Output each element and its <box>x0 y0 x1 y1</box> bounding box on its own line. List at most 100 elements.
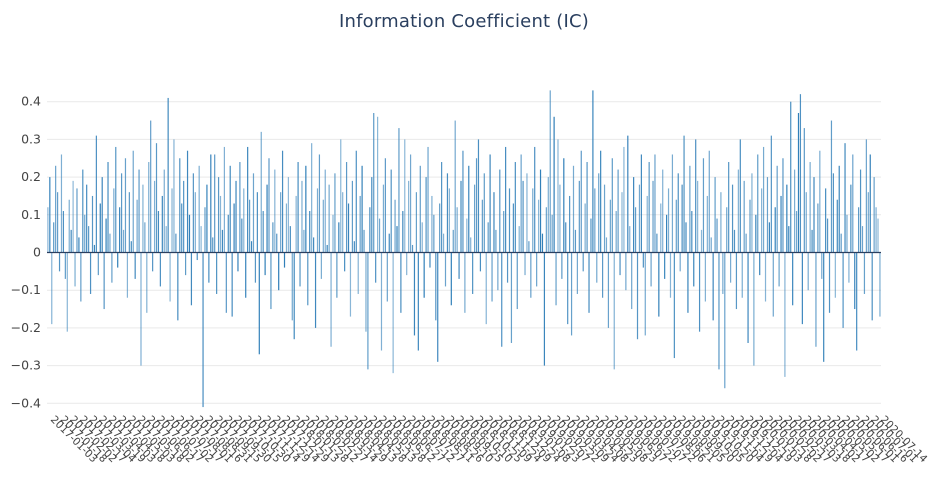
ic-bar[interactable] <box>813 177 815 253</box>
ic-bar[interactable] <box>799 94 802 253</box>
ic-bar[interactable] <box>322 199 324 253</box>
ic-bar[interactable] <box>489 154 491 253</box>
ic-bar[interactable] <box>93 244 96 253</box>
ic-bar[interactable] <box>256 192 258 253</box>
ic-bar[interactable] <box>328 184 330 253</box>
ic-bar[interactable] <box>427 146 429 253</box>
ic-bar[interactable] <box>867 192 869 253</box>
ic-bar[interactable] <box>666 214 668 253</box>
ic-bar[interactable] <box>299 252 301 287</box>
ic-bar[interactable] <box>190 252 193 306</box>
ic-bar[interactable] <box>101 177 103 253</box>
ic-bar[interactable] <box>283 252 286 268</box>
ic-bar[interactable] <box>495 229 497 253</box>
ic-bar[interactable] <box>840 233 842 253</box>
ic-bar[interactable] <box>704 252 706 302</box>
ic-bar[interactable] <box>105 218 107 253</box>
ic-bar[interactable] <box>609 199 611 253</box>
ic-bar[interactable] <box>338 222 340 253</box>
ic-bar[interactable] <box>485 252 487 325</box>
ic-bar[interactable] <box>865 139 867 253</box>
ic-bar[interactable] <box>557 139 559 253</box>
ic-bar[interactable] <box>584 203 586 253</box>
ic-bar[interactable] <box>458 252 460 279</box>
ic-bar[interactable] <box>250 241 253 253</box>
ic-bar[interactable] <box>505 146 507 253</box>
ic-bar[interactable] <box>111 252 113 283</box>
ic-bar[interactable] <box>408 180 410 253</box>
ic-bar[interactable] <box>388 233 390 253</box>
ic-bar[interactable] <box>313 237 315 253</box>
ic-bar[interactable] <box>58 252 61 272</box>
ic-bar[interactable] <box>617 169 619 253</box>
ic-bar[interactable] <box>683 135 685 253</box>
ic-bar[interactable] <box>303 229 305 253</box>
ic-bar[interactable] <box>532 188 534 253</box>
ic-bar[interactable] <box>526 173 528 253</box>
ic-bar[interactable] <box>828 252 831 313</box>
ic-bar[interactable] <box>212 237 214 253</box>
ic-bar[interactable] <box>378 218 381 253</box>
ic-bar[interactable] <box>72 180 74 253</box>
ic-bar[interactable] <box>673 252 675 359</box>
ic-bar[interactable] <box>326 244 328 253</box>
ic-bar[interactable] <box>140 252 142 366</box>
ic-bar[interactable] <box>625 252 627 291</box>
ic-bar[interactable] <box>301 180 303 253</box>
ic-bar[interactable] <box>349 252 352 317</box>
ic-bar[interactable] <box>309 211 311 253</box>
ic-bar[interactable] <box>171 188 173 253</box>
ic-bar[interactable] <box>76 188 78 253</box>
ic-bar[interactable] <box>233 203 235 253</box>
ic-bar[interactable] <box>588 252 590 313</box>
ic-bar[interactable] <box>324 169 326 253</box>
ic-bar[interactable] <box>685 222 687 253</box>
ic-bar[interactable] <box>375 252 377 283</box>
ic-bar[interactable] <box>698 252 701 332</box>
ic-bar[interactable] <box>720 192 722 253</box>
ic-bar[interactable] <box>262 211 264 253</box>
ic-bar[interactable] <box>586 162 588 253</box>
ic-bar[interactable] <box>165 226 167 253</box>
ic-bar[interactable] <box>764 252 767 302</box>
ic-bar[interactable] <box>247 146 249 253</box>
ic-bar[interactable] <box>508 188 511 253</box>
ic-bar[interactable] <box>295 195 297 253</box>
ic-bar[interactable] <box>547 177 549 253</box>
ic-bar[interactable] <box>150 120 152 253</box>
ic-bar[interactable] <box>138 169 140 253</box>
ic-bar[interactable] <box>210 154 212 253</box>
ic-bar[interactable] <box>229 165 231 253</box>
ic-bar[interactable] <box>120 173 123 253</box>
ic-bar[interactable] <box>74 252 76 287</box>
ic-bar[interactable] <box>582 252 584 272</box>
ic-bar[interactable] <box>97 252 99 276</box>
ic-bar[interactable] <box>115 146 117 253</box>
ic-bar[interactable] <box>373 113 375 253</box>
ic-bar[interactable] <box>722 252 724 294</box>
ic-bar[interactable] <box>371 177 373 253</box>
ic-bar[interactable] <box>159 252 161 287</box>
ic-bar[interactable] <box>877 218 879 253</box>
ic-bar[interactable] <box>225 252 227 313</box>
ic-bar[interactable] <box>132 150 134 253</box>
ic-bar[interactable] <box>84 214 86 253</box>
ic-bar[interactable] <box>726 207 728 253</box>
ic-bar[interactable] <box>245 252 247 298</box>
ic-bar[interactable] <box>693 252 695 287</box>
ic-bar[interactable] <box>559 184 561 253</box>
ic-bar[interactable] <box>231 252 233 317</box>
ic-bar[interactable] <box>357 252 359 294</box>
ic-bar[interactable] <box>404 139 406 253</box>
ic-bar[interactable] <box>365 252 367 332</box>
ic-bar[interactable] <box>652 180 654 253</box>
ic-bar[interactable] <box>817 203 819 253</box>
ic-bar[interactable] <box>819 150 821 253</box>
ic-bar[interactable] <box>516 252 518 310</box>
ic-bar[interactable] <box>514 162 516 253</box>
ic-bar[interactable] <box>741 252 743 298</box>
ic-bar[interactable] <box>285 203 288 253</box>
ic-bar[interactable] <box>598 173 600 253</box>
ic-bar[interactable] <box>844 143 846 253</box>
ic-bar[interactable] <box>291 252 293 321</box>
